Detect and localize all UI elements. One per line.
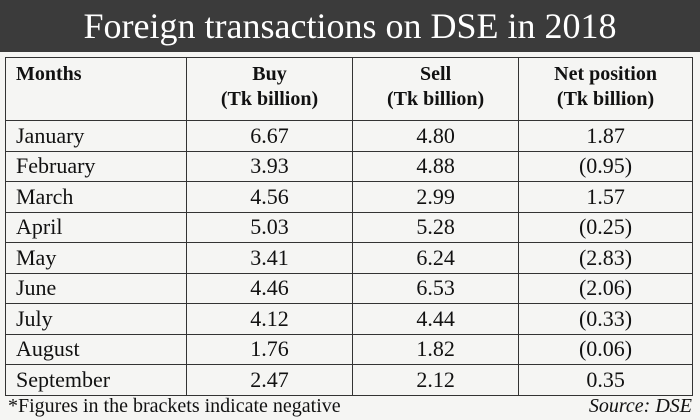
table-row: June 4.46 6.53 (2.06) [5,272,693,304]
value-cell: (2.06) [518,272,693,304]
value-cell: 5.28 [352,211,520,243]
title: Foreign transactions on DSE in 2018 [0,0,700,52]
value-cell: (0.06) [518,333,693,365]
value-cell: 6.53 [352,272,520,304]
table-row: September 2.47 2.12 0.35 [5,364,693,396]
table-row: April 5.03 5.28 (0.25) [5,211,693,243]
value-cell: (0.25) [518,211,693,243]
value-cell: 2.99 [352,181,520,213]
value-cell: 2.12 [352,364,520,396]
value-cell: 5.03 [185,211,354,243]
value-cell: 1.82 [352,333,520,365]
value-cell: 1.57 [518,181,693,213]
table-row: March 4.56 2.99 1.57 [5,181,693,213]
value-cell: 3.93 [185,150,354,182]
header-line: Buy [252,63,287,85]
header-line: Net position [554,63,657,85]
column-header: Buy (Tk billion) [185,57,354,121]
column-header: Months [5,57,187,121]
header-line: Months [16,63,82,85]
value-cell: 4.12 [185,303,354,335]
month-cell: April [5,211,187,243]
value-cell: (0.95) [518,150,693,182]
table-row: August 1.76 1.82 (0.06) [5,333,693,365]
value-cell: (0.33) [518,303,693,335]
value-cell: 6.67 [185,120,354,152]
header-row: Months Buy (Tk billion) Sell (Tk billion) Net… [5,57,693,121]
header-line: (Tk billion) [386,88,485,110]
table-row: January 6.67 4.80 1.87 [5,120,693,152]
table-row: May 3.41 6.24 (2.83) [5,242,693,274]
header-line: (Tk billion) [556,88,655,110]
month-cell: August [5,333,187,365]
value-cell: 4.44 [352,303,520,335]
month-cell: July [5,303,187,335]
value-cell: 4.56 [185,181,354,213]
header-line: Sell [420,63,452,85]
value-cell: 1.76 [185,333,354,365]
header-line: (Tk billion) [220,88,319,110]
value-cell: 1.87 [518,120,693,152]
month-cell: May [5,242,187,274]
column-header: Net position (Tk billion) [518,57,693,121]
source: Source: DSE [588,395,692,417]
month-cell: February [5,150,187,182]
table-head: Months Buy (Tk billion) Sell (Tk billion) Net… [5,57,693,121]
value-cell: (2.83) [518,242,693,274]
month-cell: January [5,120,187,152]
month-cell: June [5,272,187,304]
value-cell: 2.47 [185,364,354,396]
value-cell: 3.41 [185,242,354,274]
value-cell: 6.24 [352,242,520,274]
month-cell: September [5,364,187,396]
value-cell: 4.80 [352,120,520,152]
footnote: *Figures in the brackets indicate negati… [8,395,341,417]
month-cell: March [5,181,187,213]
column-header: Sell (Tk billion) [352,57,520,121]
table-row: July 4.12 4.44 (0.33) [5,303,693,335]
value-cell: 4.88 [352,150,520,182]
table-row: February 3.93 4.88 (0.95) [5,150,693,182]
table-body: January 6.67 4.80 1.87 February 3.93 4.88 (0.95… [5,120,693,396]
value-cell: 0.35 [518,364,693,396]
data-table: Months Buy (Tk billion) Sell (Tk billion) Net… [5,57,693,396]
value-cell: 4.46 [185,272,354,304]
